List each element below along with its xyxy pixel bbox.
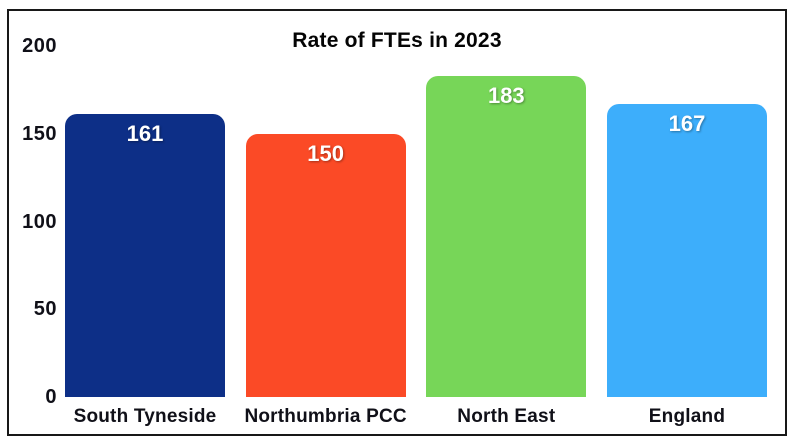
chart-frame: Rate of FTEs in 2023 0 50 100 150 200 161 Sou…: [7, 9, 787, 436]
bar: 167: [606, 104, 767, 397]
bar: 161: [65, 114, 225, 397]
chart-title: Rate of FTEs in 2023: [292, 29, 502, 52]
bar-column: 167 England: [606, 46, 767, 427]
bar-column: 161 South Tyneside: [65, 46, 225, 427]
bar-column: 150 Northumbria PCC: [244, 46, 407, 427]
category-label: South Tyneside: [73, 406, 217, 427]
y-tick-label: 0: [45, 386, 57, 408]
y-tick-label: 150: [22, 122, 57, 145]
y-tick-label: 50: [33, 298, 57, 321]
bar-value-label: 150: [307, 141, 345, 166]
bars-container: 161 South Tyneside 150 Northumbria PCC 183 No…: [65, 46, 767, 427]
y-axis: 0 50 100 150 200: [11, 35, 57, 408]
y-tick-label: 100: [22, 210, 57, 233]
category-label: Northumbria PCC: [244, 406, 407, 427]
bar-value-label: 183: [487, 83, 525, 108]
category-label: England: [648, 406, 726, 427]
bar: 183: [426, 76, 587, 397]
bar-value-label: 161: [126, 121, 164, 146]
bar-column: 183 North East: [426, 46, 587, 427]
bar-value-label: 167: [668, 111, 706, 136]
bar: 150: [245, 134, 406, 397]
y-tick-label: 200: [22, 35, 57, 57]
category-label: North East: [457, 406, 556, 427]
